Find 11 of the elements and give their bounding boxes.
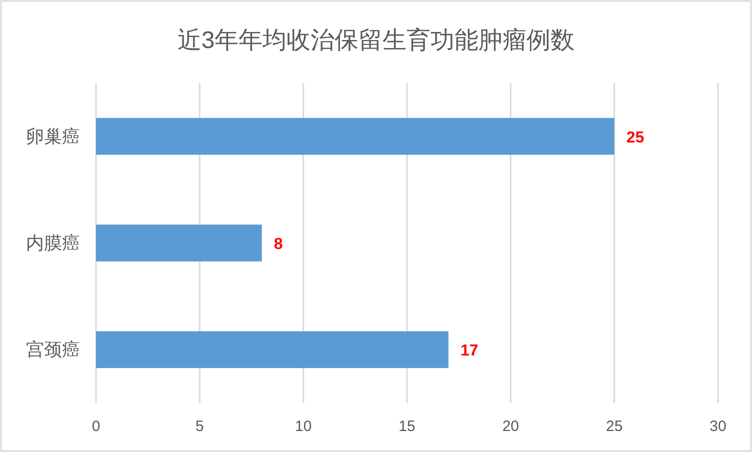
title: 近3年年均收治保留生育功能肿瘤例数 [177, 27, 575, 54]
y-tick-label: 内膜癌 [26, 233, 80, 253]
x-tick-label: 20 [502, 418, 520, 435]
x-tick-label: 0 [92, 418, 100, 435]
x-tick-label: 5 [195, 418, 204, 435]
x-tick-label: 10 [294, 418, 312, 435]
x-tick-label: 25 [606, 418, 623, 435]
y-tick-label: 卵巢癌 [26, 126, 80, 146]
x-tick-label: 15 [398, 418, 416, 435]
x-tick-label: 30 [710, 418, 726, 435]
y-tick-label: 宫颈癌 [26, 340, 80, 360]
